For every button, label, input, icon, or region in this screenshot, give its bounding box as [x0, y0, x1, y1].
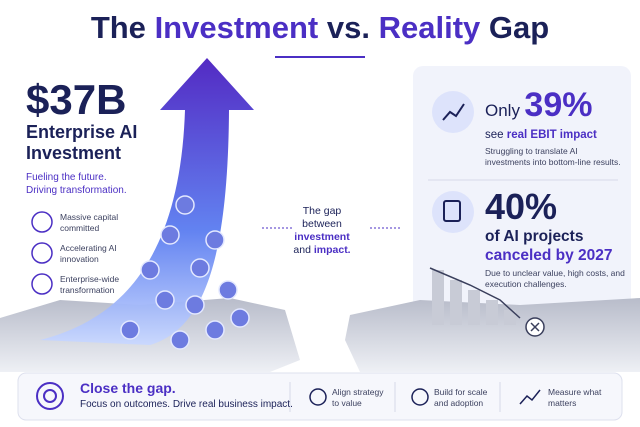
- title-text: vs.: [326, 10, 370, 45]
- item: Massive capital committed: [60, 212, 119, 233]
- stat-text: real EBIT impact: [506, 129, 597, 141]
- gap-text: impact.: [313, 244, 351, 256]
- right-cliff: [345, 298, 640, 372]
- icon: [443, 200, 461, 222]
- gap-text: and: [293, 244, 311, 256]
- title-text: Reality: [378, 10, 481, 45]
- gap-note: The gap between investment and impact.: [282, 205, 362, 257]
- stat-prefix: Only: [485, 101, 520, 120]
- footer-bar: [17, 372, 623, 421]
- item: Accelerating AI innovation: [60, 243, 117, 264]
- icon: [432, 91, 474, 133]
- gap-text: investment: [294, 231, 350, 243]
- heading: Enterprise AI Investment: [26, 122, 138, 163]
- tagline: Fueling the future. Driving transformati…: [26, 172, 127, 196]
- footer-item: Align strategy to value: [332, 387, 384, 408]
- footer-headline: Close the gap.: [80, 380, 176, 396]
- title-text: The: [90, 10, 146, 45]
- stats-panel: [413, 66, 631, 366]
- stat-figure: 40%: [485, 186, 558, 227]
- footer-dividers: [289, 382, 501, 412]
- stat-1-caption: see real EBIT impact: [485, 129, 597, 141]
- title-text: Gap: [488, 10, 550, 45]
- icon: [432, 191, 474, 233]
- decline-bars: [432, 270, 516, 325]
- gap-text: The gap between: [302, 205, 342, 230]
- footer-icons: [309, 388, 541, 406]
- decline-line: [429, 267, 521, 319]
- target-icon: [36, 382, 64, 410]
- amount: $37B: [26, 76, 127, 123]
- title-text: Investment: [154, 10, 319, 45]
- stat-text: see: [485, 129, 504, 141]
- item: Enterprise-wide transformation: [60, 274, 120, 295]
- fail-cross: [530, 322, 540, 332]
- title-underline: [275, 56, 365, 58]
- stat-note: Struggling to translate AI investments i…: [485, 146, 621, 167]
- stat-text: of AI projects: [485, 228, 584, 245]
- footer-item: Build for scale and adoption: [434, 387, 488, 408]
- stat-1: Only 39%: [485, 86, 592, 125]
- title: The Investment vs. Reality Gap: [0, 10, 640, 46]
- target-icon: [43, 389, 57, 403]
- item-icons: [31, 211, 53, 295]
- footer-item: Measure what matters: [548, 387, 602, 408]
- stat-figure: 39%: [524, 86, 593, 124]
- coins: [120, 195, 250, 350]
- stat-note: Due to unclear value, high costs, and ex…: [485, 268, 625, 289]
- icon: [442, 103, 465, 121]
- stat-text: canceled by 2027: [485, 247, 613, 264]
- footer-subline: Focus on outcomes. Drive real business i…: [80, 399, 293, 410]
